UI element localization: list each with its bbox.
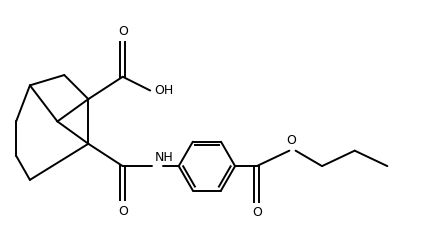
Text: OH: OH bbox=[154, 84, 173, 97]
Text: O: O bbox=[286, 134, 295, 147]
Text: NH: NH bbox=[154, 152, 173, 164]
Text: O: O bbox=[251, 206, 261, 219]
Text: O: O bbox=[117, 25, 127, 38]
Text: O: O bbox=[117, 205, 127, 218]
